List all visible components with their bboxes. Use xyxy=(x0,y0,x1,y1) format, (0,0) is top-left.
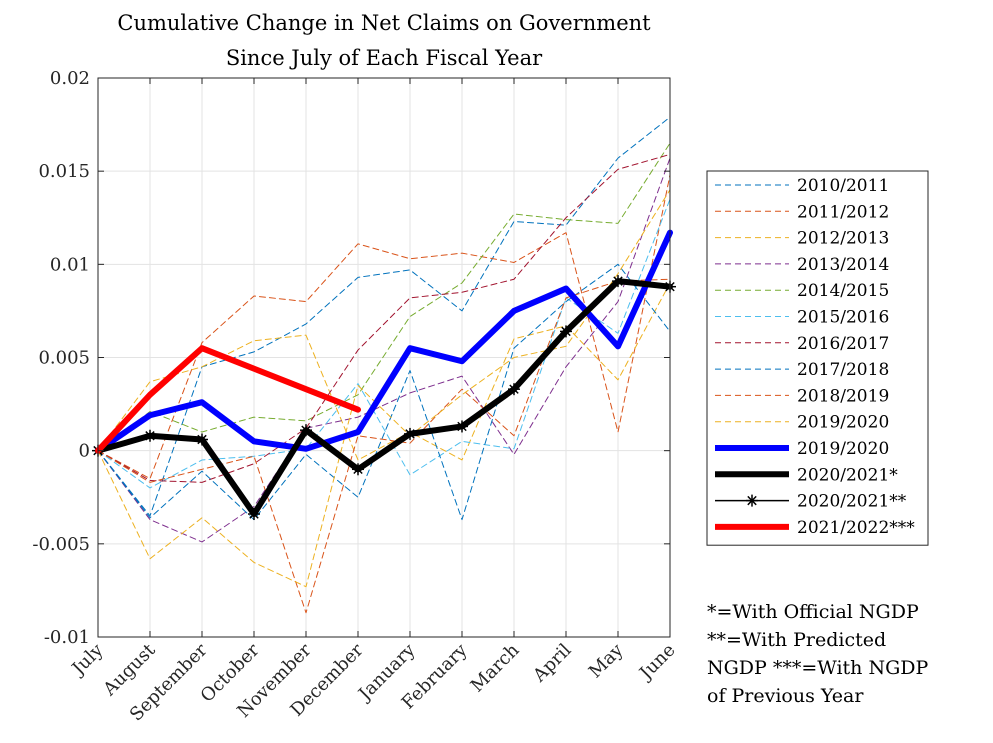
y-tick-label: -0.01 xyxy=(44,627,90,648)
footnote-line-3: NGDP ***=With NGDP xyxy=(707,657,929,679)
series-line-6 xyxy=(97,153,671,483)
series-point-12 xyxy=(300,424,312,437)
x-tick-label: June xyxy=(634,640,679,685)
y-tick-label: 0.02 xyxy=(50,68,90,89)
legend-label: 2011/2012 xyxy=(797,202,889,222)
series-line-5 xyxy=(97,198,671,489)
series-line-0 xyxy=(97,116,671,517)
legend-label: 2019/2020 xyxy=(797,413,889,433)
series-point-12 xyxy=(508,383,520,396)
legend-label: 2020/2021** xyxy=(797,492,907,512)
series-point-12 xyxy=(404,427,416,440)
legend-label: 2014/2015 xyxy=(797,281,889,301)
legend-box xyxy=(706,170,929,546)
y-tick-label: 0.01 xyxy=(50,254,90,275)
y-tick-label: 0.005 xyxy=(38,348,90,369)
legend-label: 2013/2014 xyxy=(797,255,889,275)
legend-label: 2021/2022*** xyxy=(797,518,915,538)
series-point-12 xyxy=(248,508,260,521)
footnote-line-1: *=With Official NGDP xyxy=(707,601,919,623)
footnote-line-4: of Previous Year xyxy=(707,685,864,707)
series-line-3 xyxy=(97,157,671,543)
series-point-12 xyxy=(196,433,208,446)
x-tick-label: May xyxy=(585,639,628,682)
footnote-line-2: **=With Predicted xyxy=(707,629,887,651)
series-line-11 xyxy=(95,278,673,518)
legend-label: 2010/2011 xyxy=(797,176,889,196)
series-point-12 xyxy=(144,429,156,442)
legend-label: 2012/2013 xyxy=(797,229,889,249)
x-tick-label: March xyxy=(467,639,524,696)
y-tick-label: 0.015 xyxy=(38,161,90,182)
x-tick-label: April xyxy=(528,640,575,687)
legend-label: 2020/2021* xyxy=(797,465,898,485)
footnote: *=With Official NGDP **=With Predicted N… xyxy=(707,598,987,710)
legend-label: 2015/2016 xyxy=(797,308,889,328)
chart-title-line-1: Cumulative Change in Net Claims on Gover… xyxy=(117,11,651,35)
y-tick-label: 0 xyxy=(79,441,90,462)
y-tick-label: -0.005 xyxy=(32,534,90,555)
series-line-10 xyxy=(95,229,673,454)
series-line-1 xyxy=(97,174,671,480)
legend-label: 2017/2018 xyxy=(797,360,889,380)
series-point-12 xyxy=(456,420,468,433)
series-point-12 xyxy=(352,463,364,476)
legend-marker xyxy=(747,495,757,506)
series-line-12 xyxy=(97,280,671,515)
series-line-9 xyxy=(97,189,671,588)
legend-label: 2019/2020 xyxy=(797,439,889,459)
series-point-12 xyxy=(560,325,572,338)
series-line-13 xyxy=(95,345,361,454)
series-line-4 xyxy=(97,142,671,452)
series-point-12 xyxy=(612,275,624,288)
legend-label: 2016/2017 xyxy=(797,334,889,354)
legend-label: 2018/2019 xyxy=(797,386,889,406)
chart-title-line-2: Since July of Each Fiscal Year xyxy=(225,46,543,70)
